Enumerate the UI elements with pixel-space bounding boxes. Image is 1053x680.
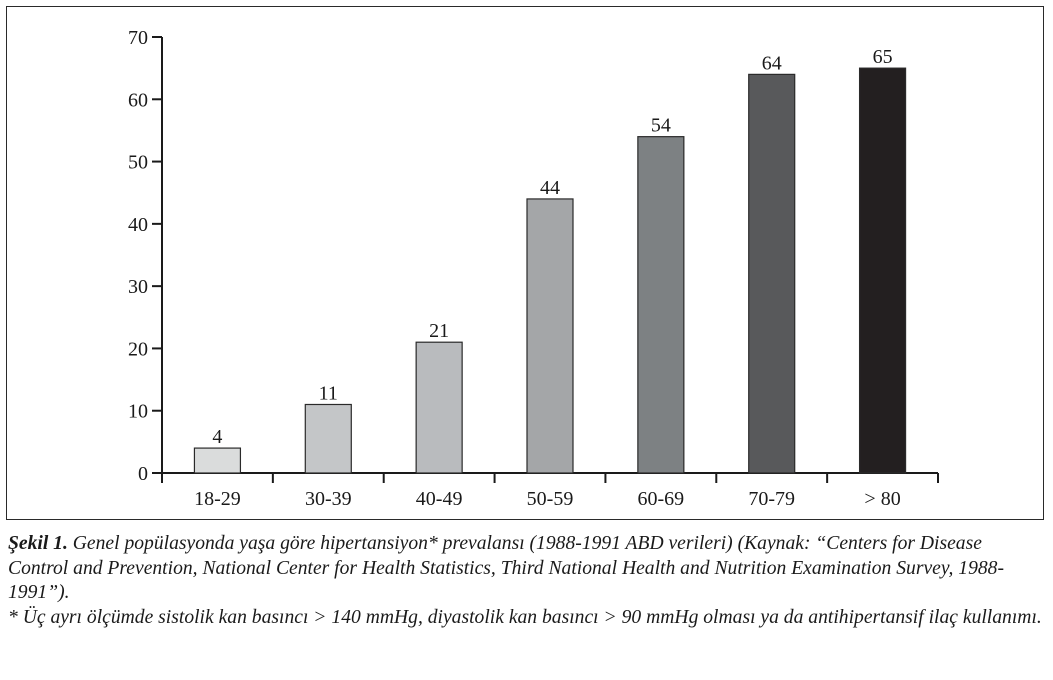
x-tick-label: 50-59	[527, 488, 574, 510]
x-tick-label: 40-49	[416, 488, 463, 510]
y-tick-label: 50	[128, 152, 148, 174]
data-label: 44	[540, 177, 560, 199]
x-tick-label: > 80	[864, 488, 900, 510]
y-tick-label: 70	[128, 27, 148, 49]
data-label: 21	[429, 320, 449, 342]
caption-footnote: * Üç ayrı ölçümde sistolik kan basıncı >…	[8, 606, 1042, 628]
data-label: 4	[212, 426, 222, 448]
data-label: 64	[762, 52, 782, 74]
bar	[748, 73, 796, 474]
bar	[415, 341, 463, 474]
data-label: 54	[651, 115, 671, 137]
figure-caption: Şekil 1. Genel popülasyonda yaşa göre hi…	[8, 532, 1046, 630]
bar	[304, 403, 352, 474]
x-tick-label: 18-29	[194, 488, 241, 510]
figure-label: Şekil 1.	[8, 533, 68, 554]
caption-paragraph: Şekil 1. Genel popülasyonda yaşa göre hi…	[8, 532, 1046, 606]
x-tick-label: 60-69	[638, 488, 685, 510]
chart-frame	[6, 6, 1044, 520]
y-tick-label: 20	[128, 338, 148, 360]
bar	[193, 447, 242, 474]
bar	[858, 67, 907, 474]
bar-chart: 0 10 20 30 40 50 60 70 4 18-29 11 30-39 21 40-49 44 50-…	[128, 27, 939, 510]
data-label: 65	[873, 46, 893, 68]
y-tick-label: 30	[128, 276, 148, 298]
y-tick-label: 60	[128, 89, 148, 111]
x-tick-label: 70-79	[748, 488, 795, 510]
bar	[526, 198, 574, 474]
y-tick-label: 0	[138, 463, 148, 485]
data-label: 11	[319, 382, 338, 404]
bar	[637, 136, 685, 474]
x-tick-label: 30-39	[305, 488, 352, 510]
y-tick-label: 10	[128, 401, 148, 423]
y-tick-label: 40	[128, 214, 148, 236]
caption-text: Genel popülasyonda yaşa göre hipertansiy…	[8, 533, 1004, 603]
